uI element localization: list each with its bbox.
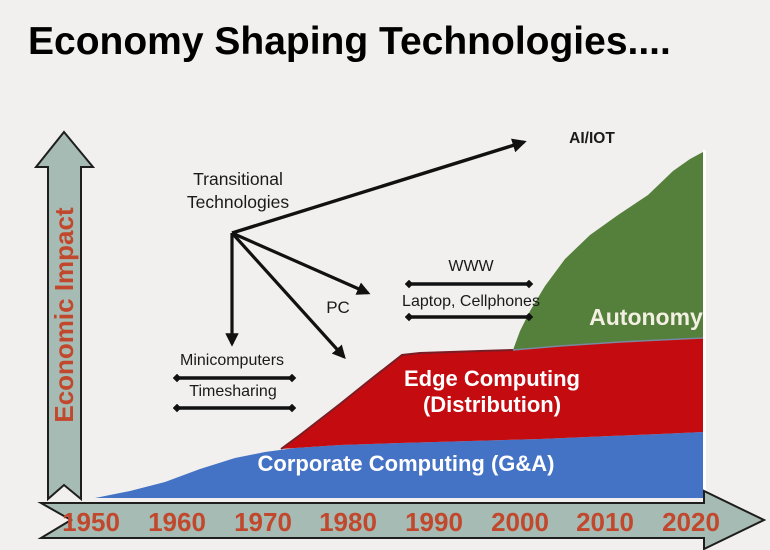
area-corporate-computing (95, 432, 703, 498)
laptop-cellphones-label: Laptop, Cellphones (402, 293, 540, 310)
economic-impact-axis-label: Economic Impact (49, 207, 79, 423)
year-tick-1960: 1960 (148, 507, 206, 537)
edge-computing-label: Edge Computing (Distribution) (404, 366, 580, 418)
area-autonomy (513, 152, 703, 350)
pc-label: PC (326, 298, 350, 317)
slide-title: Economy Shaping Technologies.... (28, 20, 671, 63)
timesharing-label: Timesharing (189, 383, 277, 400)
year-tick-1980: 1980 (319, 507, 377, 537)
year-tick-2020: 2020 (662, 507, 720, 537)
transitional-line1: Transitional (193, 169, 283, 189)
www-label: WWW (448, 258, 494, 275)
year-tick-1990: 1990 (405, 507, 463, 537)
ai-iot-label: AI/IOT (569, 130, 615, 147)
year-tick-1950: 1950 (62, 507, 120, 537)
year-tick-2010: 2010 (576, 507, 634, 537)
timeline-arrow (37, 489, 767, 550)
transitional-technologies-label: Transitional Technologies (168, 168, 308, 214)
arrow-to-pc (231, 231, 371, 295)
edge-computing-top-border (280, 349, 514, 450)
arrow-to-edge-era (230, 231, 346, 359)
edge-computing-label-line1: Edge Computing (404, 366, 580, 391)
autonomy-label: Autonomy (589, 304, 703, 330)
economic-impact-arrow (33, 130, 96, 502)
year-tick-1970: 1970 (234, 507, 292, 537)
minicomputers-label: Minicomputers (179, 352, 285, 369)
arrow-to-ai-iot (231, 138, 527, 235)
corporate-computing-label: Corporate Computing (G&A) (257, 451, 555, 476)
transitional-line2: Technologies (186, 192, 290, 212)
year-tick-2000: 2000 (491, 507, 549, 537)
autonomy-bottom-border (512, 337, 704, 351)
area-edge-computing (281, 338, 703, 449)
edge-computing-label-line2: (Distribution) (422, 392, 562, 417)
